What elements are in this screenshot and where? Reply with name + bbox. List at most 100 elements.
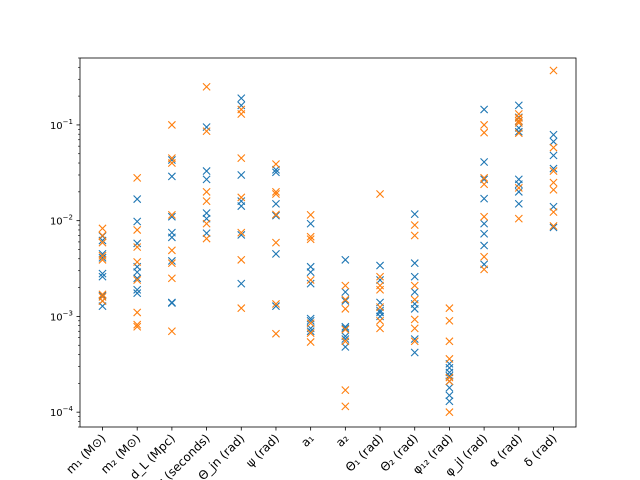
data-point xyxy=(306,232,315,241)
data-point xyxy=(167,259,176,268)
data-point xyxy=(133,320,142,329)
data-point xyxy=(445,373,454,382)
data-point xyxy=(514,118,523,127)
data-point xyxy=(271,249,280,258)
data-point xyxy=(445,408,454,417)
data-point xyxy=(202,197,211,206)
data-point xyxy=(514,127,523,136)
data-point xyxy=(306,316,315,325)
data-point xyxy=(98,290,107,299)
data-point xyxy=(549,223,558,232)
data-point xyxy=(514,183,523,192)
data-point xyxy=(271,329,280,338)
data-point xyxy=(133,285,142,294)
data-point xyxy=(271,187,280,196)
data-point xyxy=(202,219,211,228)
data-point xyxy=(514,101,523,110)
data-point xyxy=(445,354,454,363)
data-point xyxy=(410,272,419,281)
data-point xyxy=(271,199,280,208)
data-point xyxy=(271,299,280,308)
data-point xyxy=(480,212,489,221)
data-point xyxy=(341,324,350,333)
data-point xyxy=(480,265,489,274)
data-point xyxy=(341,386,350,395)
data-point xyxy=(514,129,523,138)
data-point xyxy=(410,210,419,219)
data-point xyxy=(480,128,489,137)
data-point xyxy=(167,233,176,242)
data-point xyxy=(306,219,315,228)
data-point xyxy=(549,208,558,217)
data-point xyxy=(202,234,211,243)
data-point xyxy=(376,261,385,270)
data-point xyxy=(306,329,315,338)
data-point xyxy=(133,239,142,248)
data-point xyxy=(306,268,315,277)
data-point xyxy=(514,180,523,189)
data-point xyxy=(306,210,315,219)
data-point xyxy=(341,322,350,331)
data-point xyxy=(202,167,211,176)
data-point xyxy=(237,193,246,202)
data-point xyxy=(202,187,211,196)
data-point xyxy=(133,289,142,298)
data-point xyxy=(133,276,142,285)
data-point xyxy=(271,210,280,219)
data-point xyxy=(445,304,454,313)
data-point xyxy=(549,143,558,152)
data-point xyxy=(341,304,350,313)
data-point xyxy=(410,259,419,268)
data-point xyxy=(237,230,246,239)
data-point xyxy=(133,217,142,226)
data-point xyxy=(445,377,454,386)
data-point xyxy=(445,316,454,325)
data-point xyxy=(98,238,107,247)
data-point xyxy=(410,304,419,313)
data-point xyxy=(376,189,385,198)
data-point xyxy=(341,335,350,344)
data-point xyxy=(376,324,385,333)
data-point xyxy=(167,299,176,308)
data-point xyxy=(133,308,142,317)
data-point xyxy=(514,187,523,196)
data-point xyxy=(410,337,419,346)
data-point xyxy=(237,304,246,313)
data-point xyxy=(514,199,523,208)
data-point xyxy=(341,255,350,264)
data-point xyxy=(133,258,142,267)
data-point xyxy=(341,281,350,290)
data-point xyxy=(133,243,142,252)
data-point xyxy=(549,164,558,173)
data-point xyxy=(410,315,419,324)
data-point xyxy=(549,66,558,75)
y-tick-label: 10−2 xyxy=(50,214,73,228)
data-point xyxy=(98,255,107,264)
data-point xyxy=(167,159,176,168)
y-tick-label: 10−4 xyxy=(50,405,74,419)
data-point xyxy=(237,110,246,119)
data-point xyxy=(549,167,558,176)
data-point xyxy=(549,221,558,230)
data-point xyxy=(98,224,107,233)
data-point xyxy=(341,287,350,296)
data-point xyxy=(410,295,419,304)
data-point xyxy=(167,256,176,265)
data-point xyxy=(480,158,489,166)
data-point xyxy=(237,202,246,211)
plot-frame xyxy=(79,57,577,428)
data-point xyxy=(410,348,419,357)
data-point xyxy=(410,221,419,230)
data-point xyxy=(237,171,246,179)
data-point xyxy=(376,272,385,281)
data-point xyxy=(341,402,350,411)
data-point xyxy=(445,391,454,400)
data-point xyxy=(410,231,419,240)
data-point xyxy=(376,303,385,312)
data-point xyxy=(133,274,142,283)
data-point xyxy=(410,335,419,344)
data-point xyxy=(480,105,489,114)
data-point xyxy=(237,228,246,237)
data-point xyxy=(480,173,489,182)
